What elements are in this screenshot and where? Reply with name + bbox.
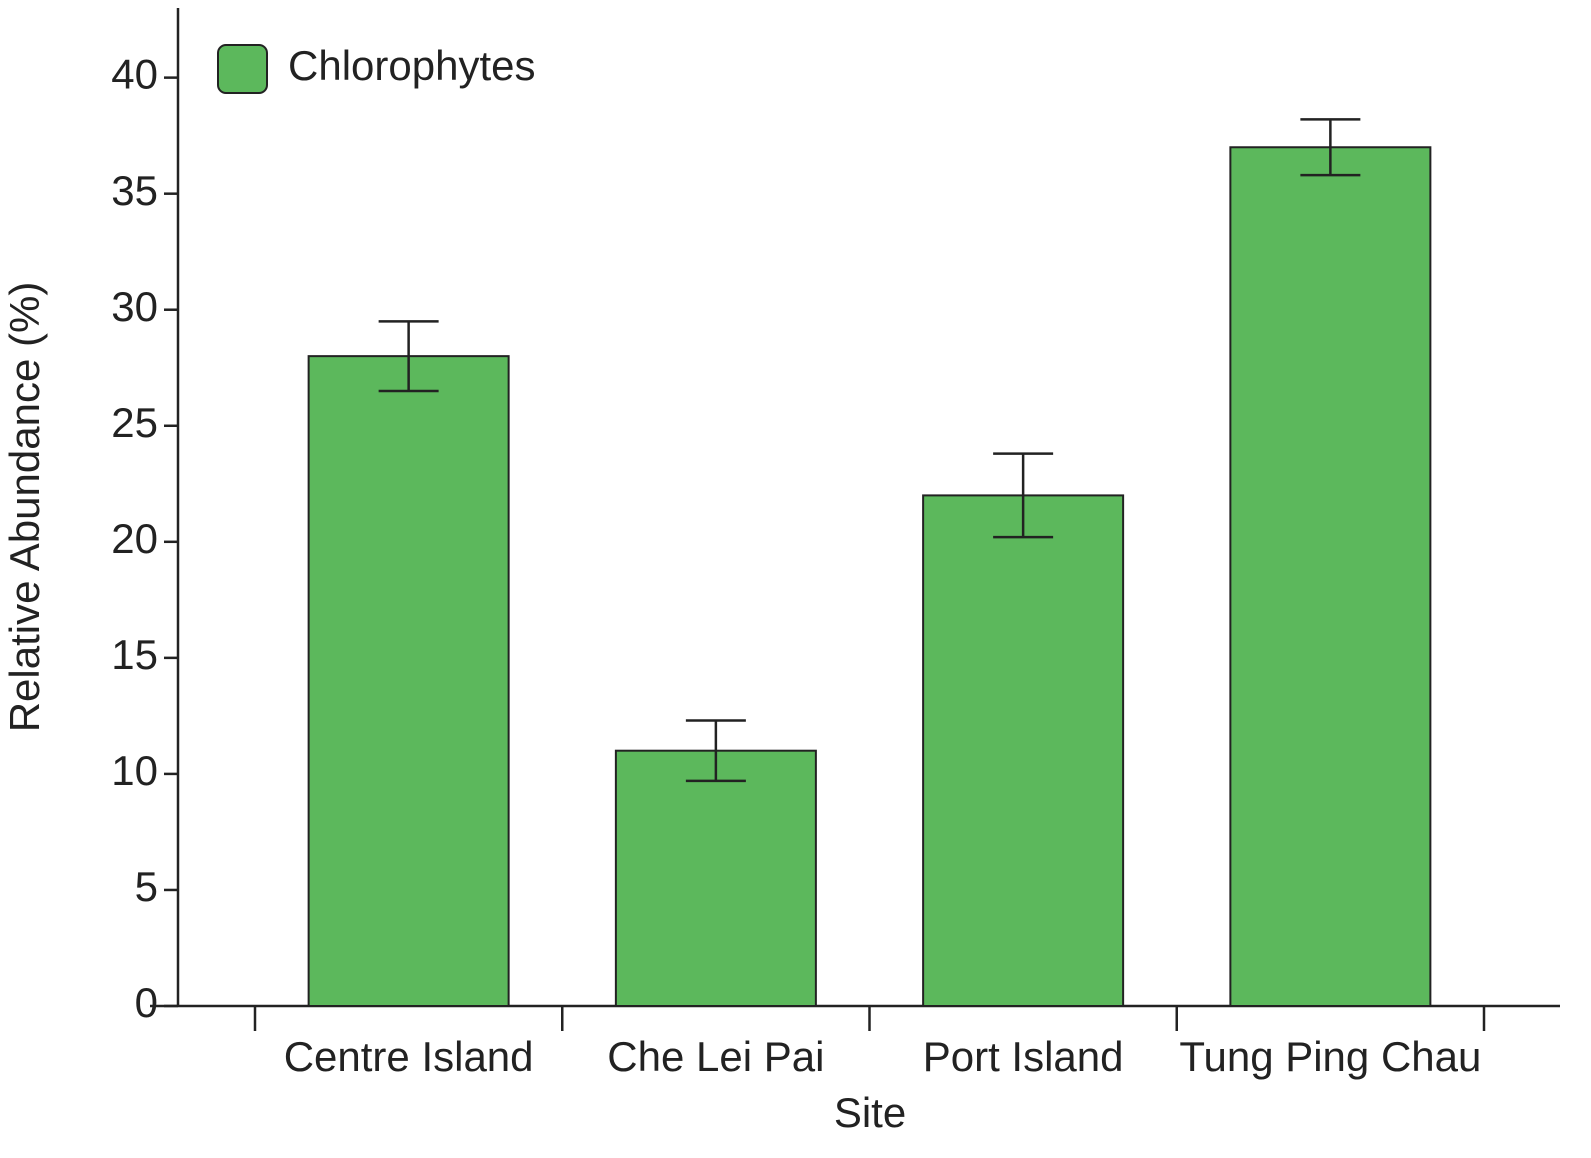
- bar: [1229, 146, 1432, 1008]
- x-tick-label: Che Lei Pai: [607, 1033, 824, 1080]
- y-tick-label: 35: [111, 167, 158, 214]
- legend-swatch: [217, 44, 268, 94]
- y-tick-label: 0: [135, 979, 158, 1026]
- y-tick-label: 15: [111, 631, 158, 678]
- y-tick-label: 40: [111, 51, 158, 98]
- y-tick-label: 5: [135, 863, 158, 910]
- y-axis-label: Relative Abundance (%): [1, 282, 48, 733]
- x-axis-label: Site: [834, 1089, 906, 1136]
- y-tick-label: 25: [111, 399, 158, 446]
- y-tick-label: 10: [111, 747, 158, 794]
- x-tick-label: Centre Island: [284, 1033, 534, 1080]
- x-tick-label: Tung Ping Chau: [1179, 1033, 1481, 1080]
- x-tick-label: Port Island: [923, 1033, 1124, 1080]
- bar: [614, 749, 817, 1008]
- bar: [307, 355, 510, 1007]
- legend-label: Chlorophytes: [288, 42, 535, 89]
- bar: [922, 494, 1125, 1007]
- y-tick-label: 30: [111, 283, 158, 330]
- error-bar: [993, 452, 1054, 539]
- error-bar: [1300, 118, 1361, 177]
- y-tick-label: 20: [111, 515, 158, 562]
- error-bar: [378, 320, 439, 393]
- error-bar: [685, 719, 746, 783]
